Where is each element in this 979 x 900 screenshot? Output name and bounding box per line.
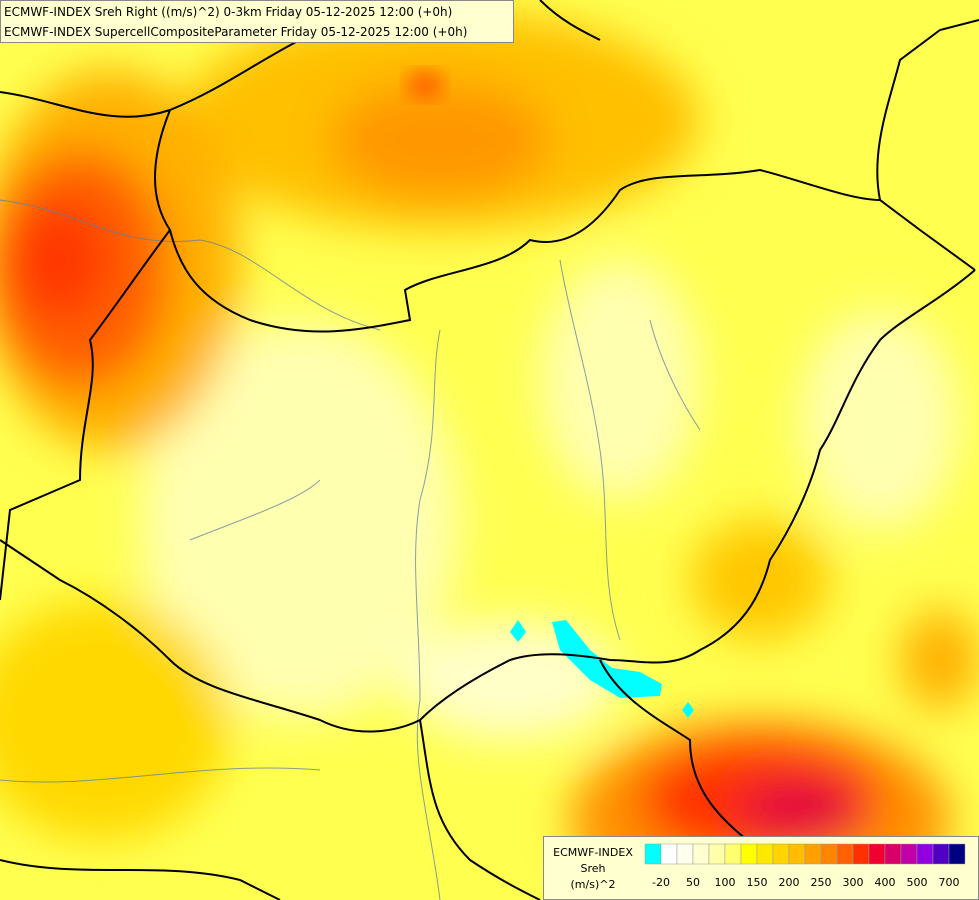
legend-swatch [740,843,758,865]
legend-title: ECMWF-INDEX [553,846,633,859]
legend-swatch [660,843,678,865]
legend-label: 500 [907,876,928,889]
legend-label: 300 [843,876,864,889]
title-box [0,0,514,43]
legend-label: 100 [715,876,736,889]
legend-swatch [756,843,774,865]
legend-swatch [820,843,838,865]
legend-label: 200 [779,876,800,889]
legend-swatch [852,843,870,865]
legend-swatch [788,843,806,865]
legend-label: 250 [811,876,832,889]
legend-swatch [932,843,950,865]
legend-swatch [804,843,822,865]
legend-swatch [708,843,726,865]
legend-swatch [900,843,918,865]
legend-label: 150 [747,876,768,889]
legend-label: 400 [875,876,896,889]
legend-swatch [916,843,934,865]
legend-title: Sreh [580,862,605,875]
legend-label: 50 [686,876,700,889]
legend-swatch [676,843,694,865]
title-line: ECMWF-INDEX Sreh Right ((m/s)^2) 0-3km F… [4,5,452,19]
legend-swatch [692,843,710,865]
legend-swatch [868,843,886,865]
legend-title: (m/s)^2 [571,878,616,891]
legend-swatch [836,843,854,865]
legend: ECMWF-INDEX Sreh (m/s)^2 -20 50 100 150 200 250 3… [543,836,979,900]
legend-swatch [948,843,966,865]
title-line: ECMWF-INDEX SupercellCompositeParameter … [4,25,467,39]
legend-swatch [644,843,662,865]
legend-swatch [884,843,902,865]
legend-label: -20 [652,876,670,889]
legend-label: 700 [939,876,960,889]
legend-swatch [772,843,790,865]
rivers [0,199,701,900]
legend-swatch [724,843,742,865]
